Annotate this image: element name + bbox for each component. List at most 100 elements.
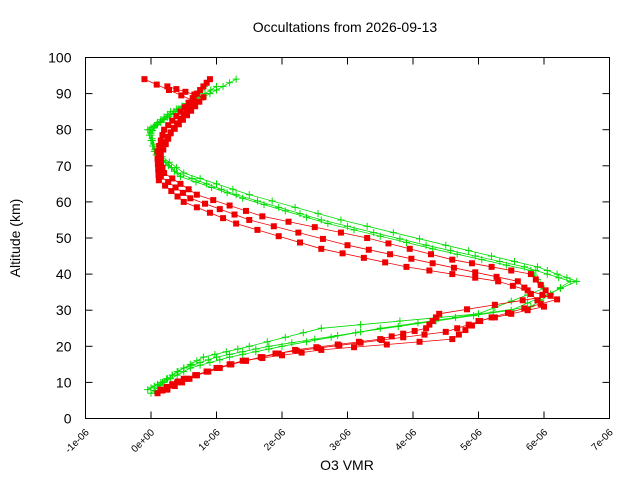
data-point: [464, 306, 471, 313]
data-point: [206, 209, 213, 216]
data-point: [252, 345, 260, 353]
data-point: [216, 206, 223, 213]
data-point: [150, 140, 158, 148]
data-point: [400, 330, 407, 337]
data-point: [179, 189, 186, 196]
data-point: [219, 82, 227, 90]
data-point: [311, 224, 318, 231]
data-point: [268, 197, 276, 205]
data-point: [508, 310, 515, 317]
series-2-profile-line: [157, 78, 552, 390]
data-point: [324, 220, 332, 228]
x-tick-label: 3e-06: [328, 427, 354, 453]
x-axis-label: O3 VMR: [320, 457, 374, 473]
data-point: [449, 336, 456, 343]
data-point: [141, 76, 148, 83]
data-point: [222, 348, 230, 356]
data-point: [421, 331, 428, 338]
data-point: [318, 245, 325, 252]
data-point: [334, 331, 342, 339]
data-point: [493, 273, 500, 280]
data-point: [200, 83, 207, 90]
data-point: [450, 264, 457, 271]
data-point: [161, 170, 168, 177]
data-point: [416, 235, 424, 243]
data-point: [509, 282, 516, 289]
data-point: [292, 346, 299, 353]
data-point: [169, 175, 176, 182]
data-point: [465, 321, 472, 328]
data-point: [203, 79, 210, 86]
y-tick-label: 40: [56, 266, 72, 282]
data-point: [180, 111, 187, 118]
data-point: [162, 182, 169, 189]
data-point: [504, 309, 511, 316]
data-point: [543, 266, 551, 274]
y-tick-label: 80: [56, 122, 72, 138]
data-point: [311, 335, 319, 343]
data-point: [263, 338, 271, 346]
data-point: [197, 86, 204, 93]
data-point: [488, 252, 496, 260]
data-point: [239, 348, 247, 356]
data-point: [511, 257, 519, 265]
data-point: [449, 271, 456, 278]
data-point: [193, 191, 200, 198]
data-point: [210, 197, 217, 204]
data-point: [174, 193, 181, 200]
data-point: [442, 241, 450, 249]
data-point: [259, 213, 266, 220]
data-point: [303, 338, 311, 346]
data-point: [173, 86, 180, 93]
data-point: [164, 83, 171, 90]
data-point: [454, 325, 461, 332]
data-point: [295, 229, 302, 236]
data-point: [455, 331, 462, 338]
data-point: [319, 235, 326, 242]
x-tick-label: 7e-06: [590, 427, 616, 453]
data-point: [472, 269, 479, 276]
data-point: [539, 291, 546, 298]
data-point: [155, 177, 162, 184]
data-point: [453, 250, 461, 258]
data-point: [406, 245, 413, 252]
data-point: [203, 368, 210, 375]
data-point: [153, 81, 160, 88]
data-point: [423, 325, 430, 332]
data-point: [178, 92, 185, 99]
data-point: [468, 260, 475, 267]
data-point: [337, 216, 345, 224]
data-point: [147, 129, 155, 137]
data-point: [171, 125, 178, 132]
data-point: [314, 210, 322, 218]
data-point: [154, 148, 161, 155]
data-point: [148, 135, 156, 143]
data-point: [275, 350, 282, 357]
data-point: [226, 79, 234, 87]
data-point: [351, 344, 358, 351]
data-point: [196, 98, 203, 105]
data-point: [465, 247, 473, 255]
x-tick-label: 5e-06: [459, 427, 485, 453]
data-point: [196, 359, 204, 367]
x-tick-label: 6e-06: [524, 427, 550, 453]
data-point: [521, 284, 528, 291]
data-point: [157, 137, 164, 144]
data-point: [275, 203, 283, 211]
data-point: [376, 324, 384, 332]
data-point: [376, 232, 384, 240]
data-point: [232, 75, 240, 83]
data-point: [402, 239, 410, 247]
data-point: [239, 357, 246, 364]
data-point: [408, 255, 415, 262]
data-point: [173, 113, 180, 120]
data-point: [188, 361, 196, 369]
data-point: [553, 270, 561, 278]
data-point: [541, 303, 547, 310]
data-point: [180, 375, 187, 382]
data-point: [180, 198, 187, 205]
data-point: [537, 281, 544, 288]
data-point: [416, 338, 423, 345]
chart-title: Occultations from 2026-09-13: [253, 19, 438, 35]
